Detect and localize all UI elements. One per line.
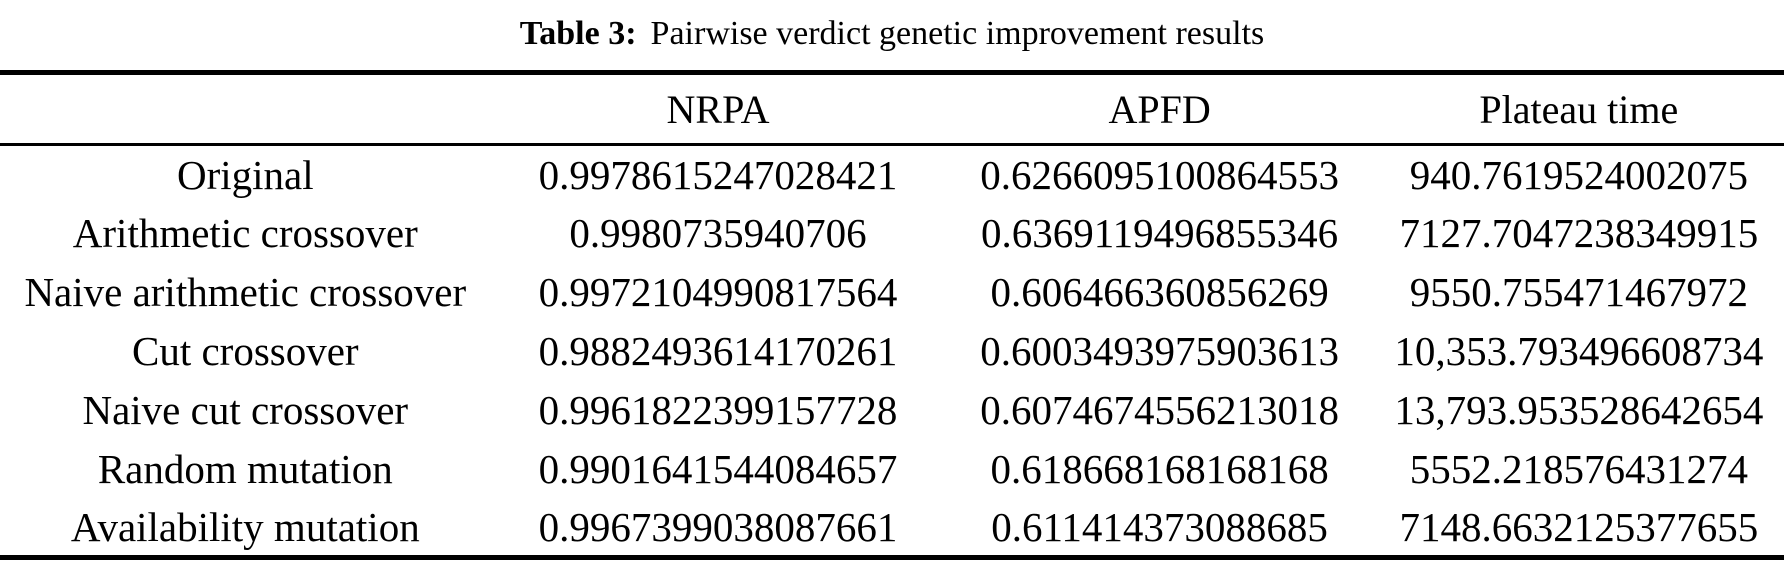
header-cell-method	[0, 72, 491, 146]
nrpa-cell: 0.9980735940706	[569, 210, 867, 256]
caption-label: Table 3:	[519, 15, 637, 52]
header-cell-nrpa: NRPA	[490, 72, 946, 146]
table-row: Availability mutation 0.9967399038087661…	[0, 499, 1784, 558]
table-row: Naive arithmetic crossover 0.99721049908…	[0, 263, 1784, 322]
method-cell: Original	[176, 151, 314, 198]
plateau-cell: 7127.7047238349915	[1399, 210, 1759, 256]
method-cell: Availability mutation	[70, 503, 420, 550]
nrpa-cell: 0.9978615247028421	[538, 151, 898, 198]
nrpa-cell: 0.9961822399157728	[538, 387, 898, 433]
method-cell: Arithmetic crossover	[72, 210, 418, 256]
header-cell-apfd: APFD	[945, 72, 1374, 146]
apfd-cell: 0.611414373088685	[991, 503, 1328, 550]
method-cell: Cut crossover	[131, 328, 359, 374]
results-table: NRPA APFD Plateau time Original 0.997861…	[0, 70, 1784, 560]
plateau-cell: 7148.6632125377655	[1399, 503, 1759, 550]
table-caption: Table 3: Pairwise verdict genetic improve…	[0, 0, 1784, 70]
caption-text: Pairwise verdict genetic improvement res…	[650, 15, 1265, 52]
header-cell-plateau-time: Plateau time	[1373, 72, 1784, 146]
method-cell: Random mutation	[97, 446, 393, 492]
apfd-cell: 0.606466360856269	[990, 269, 1329, 315]
apfd-cell: 0.6369119496855346	[980, 210, 1339, 256]
apfd-cell: 0.618668168168168	[990, 446, 1329, 492]
plateau-cell: 940.7619524002075	[1409, 151, 1748, 198]
apfd-cell: 0.6003493975903613	[980, 328, 1339, 374]
method-cell: Naive cut crossover	[82, 387, 409, 433]
header-row: NRPA APFD Plateau time	[0, 72, 1784, 146]
plateau-cell: 5552.218576431274	[1409, 446, 1748, 492]
plateau-cell: 10,353.793496608734	[1394, 328, 1764, 374]
table-row: Random mutation 0.9901641544084657 0.618…	[0, 440, 1784, 499]
apfd-cell: 0.6266095100864553	[980, 151, 1339, 198]
nrpa-cell: 0.9901641544084657	[538, 446, 898, 492]
table-row: Arithmetic crossover 0.9980735940706 0.6…	[0, 204, 1784, 263]
apfd-cell: 0.6074674556213018	[980, 387, 1339, 433]
table-row: Naive cut crossover 0.9961822399157728 0…	[0, 381, 1784, 440]
nrpa-cell: 0.9972104990817564	[538, 269, 898, 315]
nrpa-cell: 0.9967399038087661	[538, 503, 898, 550]
nrpa-cell: 0.9882493614170261	[538, 328, 898, 374]
plateau-cell: 13,793.953528642654	[1394, 387, 1764, 433]
plateau-cell: 9550.755471467972	[1409, 269, 1748, 315]
table-row: Cut crossover 0.9882493614170261 0.60034…	[0, 322, 1784, 381]
table-row: Original 0.9978615247028421 0.6266095100…	[0, 145, 1784, 204]
method-cell: Naive arithmetic crossover	[24, 269, 467, 315]
